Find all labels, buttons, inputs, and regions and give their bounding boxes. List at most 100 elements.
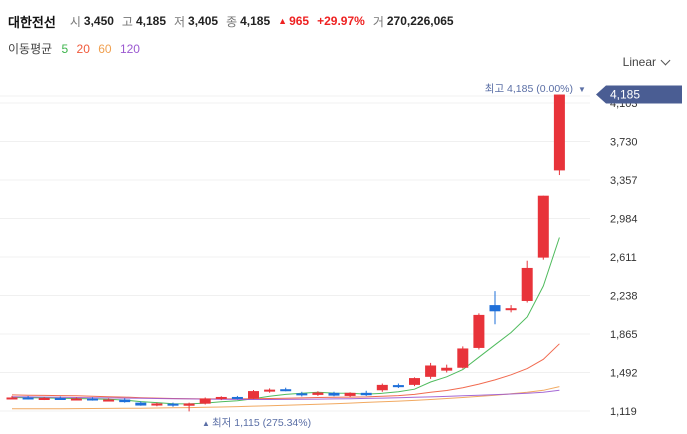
candle	[537, 195, 549, 260]
candle-body	[6, 397, 18, 400]
candle	[328, 391, 340, 397]
ma-title: 이동평균	[8, 42, 53, 56]
candle-body	[264, 389, 276, 392]
candle-body	[167, 403, 179, 406]
candle-body	[215, 396, 227, 399]
candle-body	[280, 389, 292, 392]
high-annotation: 최고 4,185 (0.00%) ▼	[485, 83, 586, 95]
candle	[103, 398, 115, 402]
candle-body	[505, 308, 517, 311]
y-tick-label: 1,492	[610, 368, 638, 380]
moving-average-legend[interactable]: 이동평균 5 20 60 120	[8, 40, 145, 57]
candle	[6, 395, 18, 400]
candle-body	[392, 385, 404, 388]
current-price-tag: 4,185	[596, 85, 682, 104]
candle	[70, 397, 82, 401]
ma-5-label: 5	[61, 42, 69, 56]
candle-body	[38, 397, 50, 400]
ma-20-label: 20	[76, 42, 90, 56]
candle-body	[54, 397, 66, 400]
y-tick-label: 2,611	[610, 252, 637, 264]
candle	[119, 398, 131, 403]
scale-selector-label: Linear	[622, 55, 656, 69]
open-value: 3,450	[83, 14, 114, 28]
close-value: 4,185	[240, 14, 271, 28]
candle-body	[553, 94, 565, 171]
candle	[473, 313, 485, 350]
volume-value: 270,226,065	[386, 14, 454, 28]
low-annotation: ▲ 최저 1,115 (275.34%)	[202, 417, 311, 429]
candle	[425, 362, 437, 379]
candle-body	[87, 398, 98, 401]
candle	[392, 383, 404, 388]
ma-120-label: 120	[119, 42, 140, 56]
candle	[264, 388, 276, 393]
candle-body	[296, 393, 308, 396]
candle	[312, 391, 324, 396]
volume-label: 거	[372, 14, 384, 29]
scale-selector[interactable]: Linear	[622, 55, 671, 69]
candle-body	[151, 403, 163, 406]
high-value: 4,185	[135, 14, 166, 28]
open-label: 시	[69, 14, 81, 29]
candle-body	[328, 392, 340, 396]
candle-body	[344, 392, 356, 396]
candle-body	[183, 403, 195, 406]
candle-body	[312, 392, 324, 395]
change-value: 965	[289, 14, 310, 28]
candle-body	[199, 398, 211, 404]
candle-body	[135, 402, 147, 406]
candle	[248, 390, 259, 400]
ma-120-line	[11, 389, 560, 400]
candle	[151, 402, 163, 407]
candle	[231, 395, 243, 400]
ma-20-line	[11, 343, 560, 400]
candle	[489, 291, 501, 325]
candle-body	[537, 195, 549, 258]
candle	[296, 391, 308, 397]
candle	[376, 383, 388, 392]
candle-body	[70, 398, 82, 401]
low-label: 저	[174, 14, 186, 29]
candle	[280, 387, 292, 392]
ma-60-label: 60	[98, 42, 112, 56]
y-tick-label: 1,865	[610, 329, 638, 341]
y-tick-label: 1,119	[610, 406, 637, 418]
candle-body	[103, 399, 115, 402]
candle	[199, 397, 211, 405]
candle	[38, 396, 50, 401]
change-percent: +29.97%	[317, 14, 365, 28]
stock-name: 대한전선	[8, 14, 56, 30]
y-tick-label: 3,357	[610, 175, 638, 187]
high-annotation-text: 최고 4,185 (0.00%)	[485, 83, 573, 95]
y-tick-label: 2,984	[610, 214, 638, 226]
triangle-up-icon: ▲	[278, 16, 288, 26]
low-annotation-text: 최저 1,115 (275.34%)	[212, 417, 311, 429]
candle	[183, 402, 195, 412]
candle	[344, 392, 356, 397]
price-tag-text: 4,185	[610, 88, 640, 102]
candle	[457, 346, 469, 369]
candle-body	[473, 314, 485, 348]
candle	[54, 396, 66, 400]
candle-body	[376, 384, 388, 391]
candle-body	[22, 397, 34, 400]
high-label: 고	[121, 14, 133, 29]
candle	[215, 396, 227, 401]
candle	[22, 395, 34, 400]
candle-body	[248, 391, 259, 399]
candle-body	[231, 396, 243, 399]
candle-body	[457, 348, 469, 368]
candle	[505, 305, 517, 313]
triangle-down-icon: ▼	[578, 85, 586, 94]
stock-header: 대한전선 시 3,450 고 4,185 저 3,405 종 4,185 ▲ 9…	[8, 12, 462, 30]
candle-body	[425, 365, 437, 377]
candle-body	[521, 267, 533, 301]
candle-body	[119, 399, 131, 403]
close-label: 종	[226, 14, 238, 29]
candle-body	[409, 378, 420, 385]
candle	[167, 402, 179, 407]
candle-body	[360, 392, 372, 396]
ma-60-line	[12, 386, 560, 410]
